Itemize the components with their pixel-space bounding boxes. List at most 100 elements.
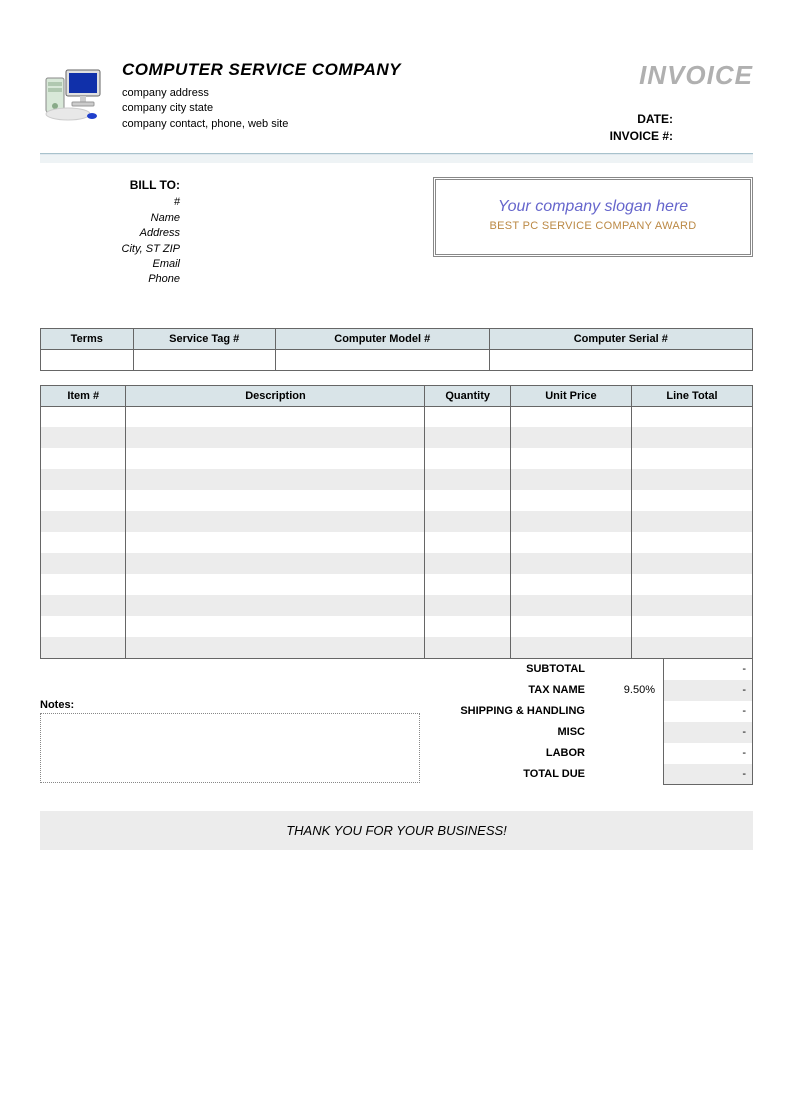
- bill-to-heading: BILL TO:: [40, 177, 180, 194]
- invoice-number-label: INVOICE #:: [583, 128, 673, 145]
- cell-item[interactable]: [41, 532, 126, 553]
- cell-line[interactable]: [631, 616, 752, 637]
- cell-unit[interactable]: [510, 574, 631, 595]
- cell-item[interactable]: [41, 469, 126, 490]
- cell-unit[interactable]: [510, 553, 631, 574]
- cell-qty[interactable]: [425, 553, 510, 574]
- cell-line[interactable]: [631, 553, 752, 574]
- cell-desc[interactable]: [126, 616, 425, 637]
- invoice-title: INVOICE: [583, 60, 753, 91]
- cell-line[interactable]: [631, 574, 752, 595]
- date-value[interactable]: [673, 111, 753, 128]
- cell-service-tag[interactable]: [133, 349, 275, 370]
- line-item-row[interactable]: [41, 574, 753, 595]
- cell-line[interactable]: [631, 511, 752, 532]
- cell-line[interactable]: [631, 469, 752, 490]
- cell-desc[interactable]: [126, 511, 425, 532]
- cell-qty[interactable]: [425, 469, 510, 490]
- cell-qty[interactable]: [425, 616, 510, 637]
- notes-input[interactable]: [40, 713, 420, 783]
- cell-desc[interactable]: [126, 637, 425, 658]
- tax-rate: 9.50%: [593, 684, 663, 696]
- cell-line[interactable]: [631, 532, 752, 553]
- cell-qty[interactable]: [425, 406, 510, 427]
- line-item-row[interactable]: [41, 532, 753, 553]
- cell-unit[interactable]: [510, 427, 631, 448]
- cell-desc[interactable]: [126, 553, 425, 574]
- header-divider: [40, 153, 753, 163]
- shipping-label: SHIPPING & HANDLING: [423, 705, 593, 717]
- notes-label: Notes:: [40, 699, 420, 711]
- cell-item[interactable]: [41, 427, 126, 448]
- line-item-row[interactable]: [41, 427, 753, 448]
- cell-desc[interactable]: [126, 469, 425, 490]
- cell-desc[interactable]: [126, 448, 425, 469]
- cell-desc[interactable]: [126, 427, 425, 448]
- cell-line[interactable]: [631, 637, 752, 658]
- subtotal-label: SUBTOTAL: [423, 663, 593, 675]
- cell-terms[interactable]: [41, 349, 134, 370]
- cell-item[interactable]: [41, 637, 126, 658]
- cell-unit[interactable]: [510, 637, 631, 658]
- cell-qty[interactable]: [425, 637, 510, 658]
- cell-qty[interactable]: [425, 595, 510, 616]
- cell-item[interactable]: [41, 616, 126, 637]
- line-item-row[interactable]: [41, 616, 753, 637]
- cell-qty[interactable]: [425, 490, 510, 511]
- cell-unit[interactable]: [510, 616, 631, 637]
- cell-serial[interactable]: [489, 349, 752, 370]
- cell-line[interactable]: [631, 406, 752, 427]
- service-info-row[interactable]: [41, 349, 753, 370]
- cell-qty[interactable]: [425, 574, 510, 595]
- th-model: Computer Model #: [275, 328, 489, 349]
- cell-unit[interactable]: [510, 595, 631, 616]
- cell-item[interactable]: [41, 406, 126, 427]
- cell-item[interactable]: [41, 574, 126, 595]
- cell-qty[interactable]: [425, 448, 510, 469]
- bill-to-block: BILL TO: # Name Address City, ST ZIP Ema…: [40, 177, 180, 288]
- cell-desc[interactable]: [126, 574, 425, 595]
- cell-item[interactable]: [41, 553, 126, 574]
- cell-unit[interactable]: [510, 490, 631, 511]
- cell-qty[interactable]: [425, 427, 510, 448]
- bill-to-address: Address: [40, 226, 180, 241]
- cell-unit[interactable]: [510, 469, 631, 490]
- total-due-label: TOTAL DUE: [423, 768, 593, 780]
- th-quantity: Quantity: [425, 385, 510, 406]
- cell-desc[interactable]: [126, 532, 425, 553]
- cell-item[interactable]: [41, 511, 126, 532]
- cell-line[interactable]: [631, 448, 752, 469]
- line-item-row[interactable]: [41, 406, 753, 427]
- cell-item[interactable]: [41, 448, 126, 469]
- line-item-row[interactable]: [41, 490, 753, 511]
- cell-unit[interactable]: [510, 448, 631, 469]
- cell-qty[interactable]: [425, 511, 510, 532]
- company-name: COMPUTER SERVICE COMPANY: [122, 60, 583, 80]
- cell-desc[interactable]: [126, 406, 425, 427]
- line-item-row[interactable]: [41, 553, 753, 574]
- company-contact: company contact, phone, web site: [122, 117, 583, 132]
- cell-desc[interactable]: [126, 595, 425, 616]
- cell-item[interactable]: [41, 595, 126, 616]
- line-item-row[interactable]: [41, 511, 753, 532]
- labor-value: -: [663, 743, 753, 764]
- invoice-number-value[interactable]: [673, 128, 753, 145]
- line-item-row[interactable]: [41, 448, 753, 469]
- cell-model[interactable]: [275, 349, 489, 370]
- cell-line[interactable]: [631, 427, 752, 448]
- cell-item[interactable]: [41, 490, 126, 511]
- cell-unit[interactable]: [510, 532, 631, 553]
- cell-line[interactable]: [631, 490, 752, 511]
- line-item-row[interactable]: [41, 637, 753, 658]
- th-service-tag: Service Tag #: [133, 328, 275, 349]
- cell-unit[interactable]: [510, 406, 631, 427]
- cell-unit[interactable]: [510, 511, 631, 532]
- cell-desc[interactable]: [126, 490, 425, 511]
- cell-qty[interactable]: [425, 532, 510, 553]
- cell-line[interactable]: [631, 595, 752, 616]
- slogan-primary: Your company slogan here: [446, 198, 740, 216]
- line-item-row[interactable]: [41, 595, 753, 616]
- th-terms: Terms: [41, 328, 134, 349]
- totals-block: SUBTOTAL - TAX NAME 9.50% - SHIPPING & H…: [423, 659, 753, 785]
- line-item-row[interactable]: [41, 469, 753, 490]
